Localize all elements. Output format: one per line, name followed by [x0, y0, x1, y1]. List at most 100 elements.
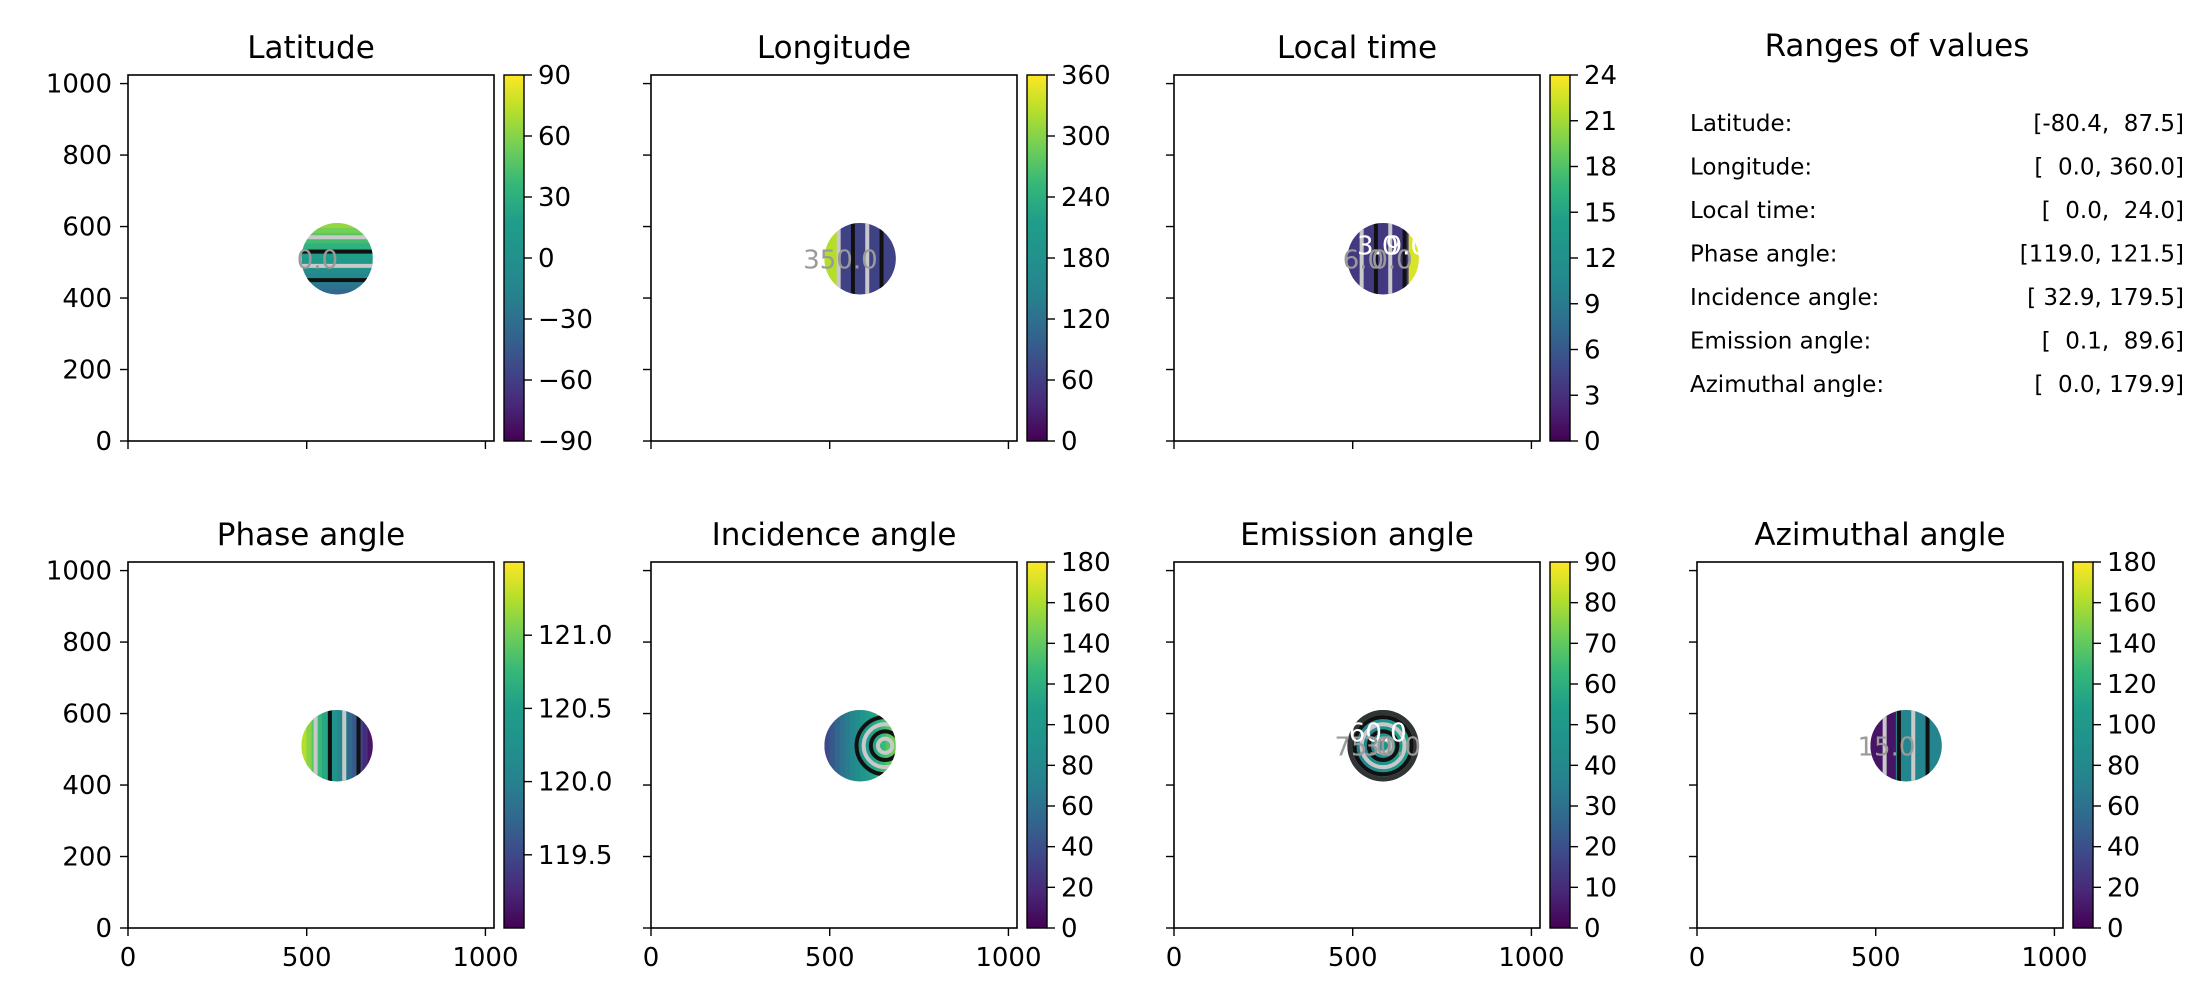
colorbar-tick-label: 120: [1061, 305, 1111, 335]
disc-band: [301, 279, 373, 286]
contour-label: 3.0: [1357, 231, 1398, 261]
disc-band: [854, 222, 862, 295]
range-value: [ 32.9, 179.5]: [2027, 285, 2184, 311]
disc-band: [860, 222, 867, 295]
disc-band: [301, 253, 373, 260]
disc-band: [885, 222, 892, 295]
colorbar-tick-label: 6: [1584, 336, 1601, 366]
colorbar-tick-label: 80: [2107, 751, 2140, 781]
contour-label: 9.0: [1386, 231, 1427, 261]
range-name: Local time:: [1690, 198, 1817, 224]
colorbar-tick-label: 9: [1584, 290, 1601, 320]
contour-label: 30.0: [1363, 733, 1421, 763]
colorbar-tick-label: 40: [1061, 833, 1094, 863]
colorbar-tick-label: 120.5: [538, 694, 612, 724]
colorbar-tick-label: −30: [538, 305, 593, 335]
planet-disc: [824, 709, 896, 782]
ranges-table: Latitude: [-80.4, 87.5] Longitude: [ 0.0, 3…: [1690, 111, 2184, 398]
disc-band: [1926, 709, 1933, 782]
y-tick-label: 200: [62, 843, 112, 873]
contour-label: 6.0: [1343, 246, 1384, 276]
colorbar-tick-label: −60: [538, 366, 593, 396]
y-tick-label: 600: [62, 213, 112, 243]
disc-band: [1931, 709, 1938, 782]
disc-band: [1383, 222, 1390, 295]
colorbar: [1549, 561, 1571, 929]
colorbar-tick-label: 90: [1584, 548, 1617, 578]
colorbar-tick-label: 24: [1584, 61, 1617, 91]
contour-label: 0.0: [297, 246, 338, 276]
colorbar-tick-label: 360: [1061, 61, 1111, 91]
contour-label: 15.0: [1857, 733, 1915, 763]
disc-band: [1367, 709, 1374, 782]
colorbar-tick-label: 40: [2107, 833, 2140, 863]
disc-band: [1362, 222, 1369, 295]
colorbar-tick-label: 0: [2107, 914, 2124, 944]
disc-band: [834, 709, 841, 782]
range-name: Longitude:: [1690, 155, 1812, 181]
disc-band: [885, 709, 892, 782]
disc-band: [352, 709, 359, 782]
contour-line: [875, 736, 895, 755]
colorbar-tick-label: 180: [1061, 548, 1111, 578]
disc-band: [1403, 222, 1410, 295]
colorbar-tick-label: 80: [1584, 589, 1617, 619]
disc-band: [1875, 709, 1882, 782]
range-value: [ 0.0, 179.9]: [2034, 372, 2184, 398]
colorbar-tick-label: 50: [1584, 711, 1617, 741]
colorbar-tick-label: 40: [1584, 751, 1617, 781]
colorbar-tick-label: 80: [1061, 751, 1094, 781]
y-tick-label: 600: [62, 700, 112, 730]
disc-band: [1408, 222, 1415, 295]
disc-band: [1900, 709, 1908, 782]
colorbar-tick-label: 15: [1584, 198, 1617, 228]
colorbar-tick-label: 20: [1584, 833, 1617, 863]
disc-band: [1413, 222, 1419, 295]
colorbar-tick-label: 3: [1584, 381, 1601, 411]
disc-band: [301, 222, 373, 230]
range-name: Phase angle:: [1690, 242, 1838, 268]
panel-longitude: Longitude 350.0 360 300 240 180 120 60 0: [643, 30, 1111, 457]
colorbar-tick-label: 160: [1061, 589, 1111, 619]
colorbar-tick-label: 20: [2107, 873, 2140, 903]
disc-band: [1367, 222, 1374, 295]
panel-phase-angle: Phase angle 0 200 400 600 800 1000 0 500 1000 121.…: [46, 517, 613, 973]
x-tick-label: 0: [1166, 943, 1183, 973]
contour-line: [1373, 736, 1393, 755]
disc-band: [1383, 709, 1390, 782]
colorbar-tick-label: 60: [1061, 792, 1094, 822]
panel-title: Azimuthal angle: [1754, 517, 2005, 553]
colorbar-tick-label: 60: [1061, 366, 1094, 396]
range-value: [ 0.0, 360.0]: [2034, 155, 2184, 181]
planet-disc: [824, 222, 896, 295]
planet-disc: [301, 222, 373, 295]
contour-line: [1352, 715, 1414, 777]
y-tick-label: 400: [62, 284, 112, 314]
range-value: [ 0.0, 24.0]: [2042, 198, 2184, 224]
colorbar-tick-label: 21: [1584, 107, 1617, 137]
range-name: Emission angle:: [1690, 329, 1871, 355]
panel-title: Local time: [1277, 30, 1437, 66]
disc-band: [865, 709, 872, 782]
colorbar-tick-label: 240: [1061, 183, 1111, 213]
disc-band: [301, 258, 373, 265]
colorbar-tick-label: 120.0: [538, 768, 612, 798]
disc-band: [824, 709, 831, 782]
disc-band: [347, 709, 354, 782]
x-tick-label: 0: [120, 943, 137, 973]
disc-band: [1870, 709, 1877, 782]
contour-line: [1359, 722, 1407, 770]
panel-title: Emission angle: [1240, 517, 1474, 553]
disc-band: [316, 709, 323, 782]
disc-band: [1347, 222, 1354, 295]
colorbar-tick-label: 100: [2107, 711, 2157, 741]
disc-band: [1890, 709, 1897, 782]
disc-band: [1398, 222, 1405, 295]
disc-band: [357, 709, 364, 782]
disc-band: [1921, 709, 1928, 782]
disc-band: [849, 709, 856, 782]
colorbar-tick-label: 0: [1061, 427, 1078, 457]
disc-band: [301, 228, 373, 235]
disc-band: [839, 709, 846, 782]
